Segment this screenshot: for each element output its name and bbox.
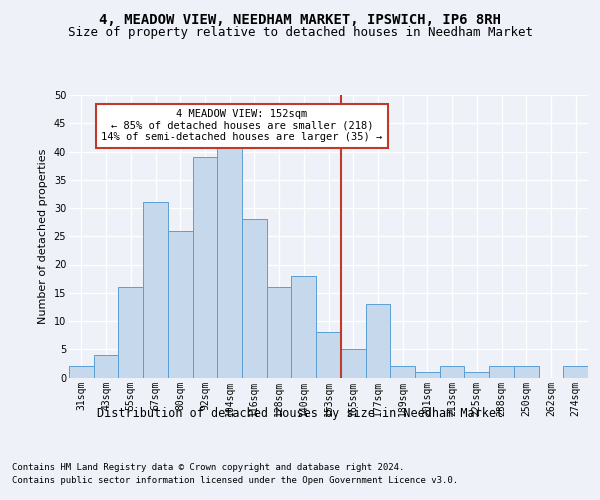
Bar (341, 349, 365, 378)
Text: Contains HM Land Registry data © Crown copyright and database right 2024.: Contains HM Land Registry data © Crown c… (12, 462, 404, 471)
Y-axis label: Number of detached properties: Number of detached properties (38, 148, 48, 324)
Bar (217, 146, 242, 378)
Bar (316, 332, 341, 378)
Bar (390, 366, 415, 378)
Bar (193, 157, 217, 378)
Text: 4, MEADOW VIEW, NEEDHAM MARKET, IPSWICH, IP6 8RH: 4, MEADOW VIEW, NEEDHAM MARKET, IPSWICH,… (99, 12, 501, 26)
Bar (415, 372, 440, 378)
Bar (143, 202, 168, 378)
Text: 4 MEADOW VIEW: 152sqm
← 85% of detached houses are smaller (218)
14% of semi-det: 4 MEADOW VIEW: 152sqm ← 85% of detached … (101, 109, 383, 142)
Bar (118, 287, 143, 378)
Bar (514, 366, 539, 378)
Bar (69, 366, 94, 378)
Bar (464, 372, 489, 378)
Bar (242, 220, 267, 378)
Bar (94, 355, 118, 378)
Bar (563, 366, 588, 378)
Text: Distribution of detached houses by size in Needham Market: Distribution of detached houses by size … (97, 408, 503, 420)
Text: Size of property relative to detached houses in Needham Market: Size of property relative to detached ho… (67, 26, 533, 39)
Bar (489, 366, 514, 378)
Bar (365, 304, 390, 378)
Bar (440, 366, 464, 378)
Bar (168, 230, 193, 378)
Text: Contains public sector information licensed under the Open Government Licence v3: Contains public sector information licen… (12, 476, 458, 485)
Bar (292, 276, 316, 378)
Bar (267, 287, 292, 378)
